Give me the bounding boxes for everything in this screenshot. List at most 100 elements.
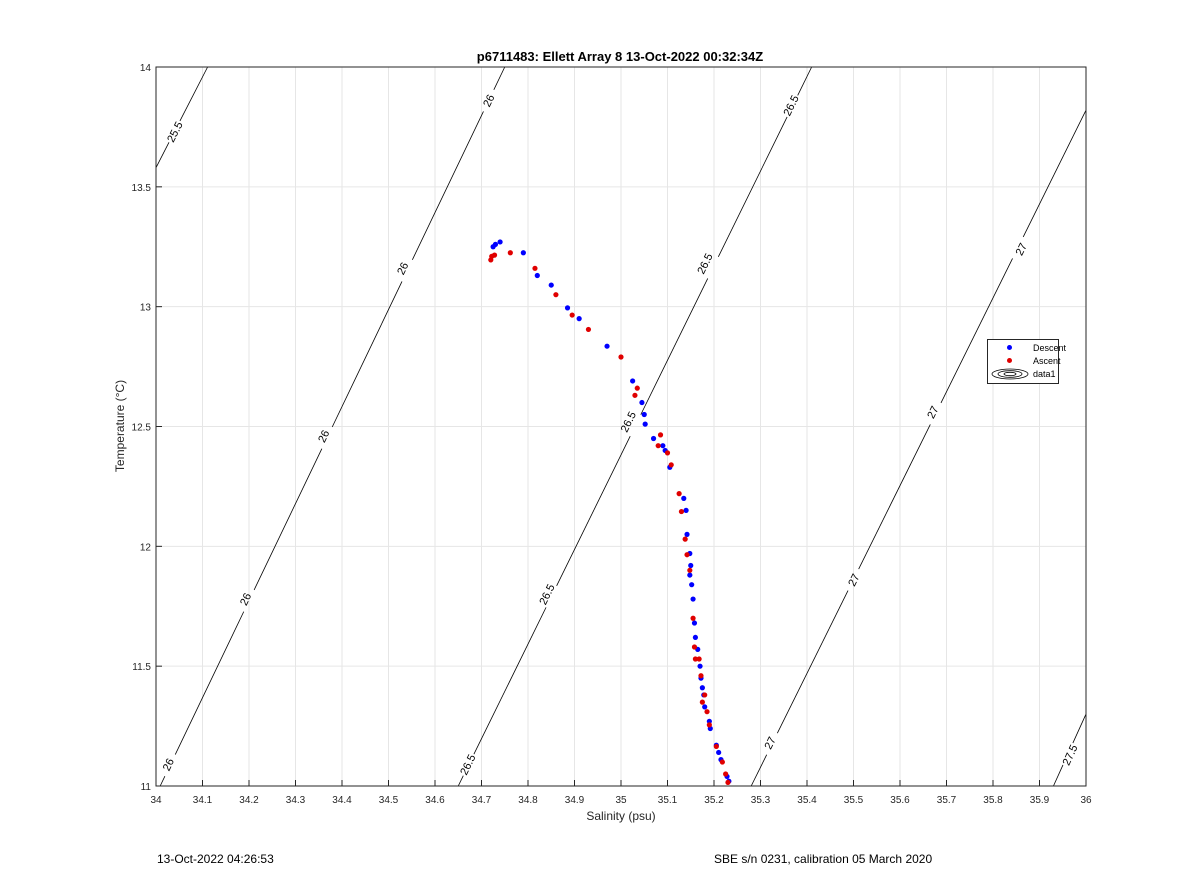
contour-label: 26.5 — [695, 252, 715, 277]
contour-line-26.5 — [717, 116, 788, 258]
ascent-point — [690, 615, 696, 621]
descent-point — [684, 531, 690, 537]
contour-line-26 — [412, 111, 484, 260]
contour-line-26.5 — [473, 607, 547, 755]
x-tick-label: 34.6 — [425, 795, 445, 806]
contour-label: 26.5 — [458, 753, 478, 778]
footer-calibration: SBE s/n 0231, calibration 05 March 2020 — [714, 852, 933, 866]
ascent-point — [704, 709, 710, 715]
ascent-point — [553, 292, 559, 298]
x-axis-label: Salinity (psu) — [586, 809, 655, 823]
y-tick-label: 11 — [141, 782, 152, 793]
y-axis-ticks: 11 11.5 12 12.5 13 13.5 14 — [132, 63, 162, 793]
ascent-point — [632, 392, 638, 398]
contour-label: 26.5 — [782, 94, 802, 119]
y-tick-label: 12 — [140, 542, 152, 553]
descent-point — [689, 582, 695, 588]
contour-line-26 — [331, 281, 403, 428]
y-tick-label: 14 — [140, 63, 152, 74]
legend-descent-marker — [1007, 345, 1012, 350]
ascent-point — [725, 779, 731, 786]
contour-label: 27 — [925, 404, 941, 420]
ascent-point — [702, 692, 708, 698]
descent-point — [534, 272, 540, 279]
ascent-point — [634, 385, 640, 391]
contour-label: 27.5 — [1061, 743, 1081, 767]
contour-line-26 — [174, 611, 245, 755]
contour-legend-icon — [991, 368, 1029, 380]
contour-label: 26.5 — [619, 410, 639, 435]
descent-point — [639, 399, 645, 406]
descent-point — [690, 596, 696, 602]
descent-point — [650, 435, 657, 442]
x-tick-label: 35.4 — [797, 795, 817, 806]
ascent-point — [699, 699, 705, 705]
ascent-point — [696, 656, 702, 662]
ascent-point — [676, 491, 682, 497]
ascent-point — [618, 354, 624, 360]
ascent-point — [687, 567, 693, 573]
x-tick-label: 35.1 — [658, 795, 678, 806]
contour-line-26.5 — [797, 66, 813, 96]
x-tick-label: 35.5 — [844, 795, 864, 806]
x-tick-label: 34.5 — [379, 795, 399, 806]
descent-point — [687, 572, 693, 578]
descent-point — [548, 282, 554, 288]
ascent-point — [692, 656, 699, 662]
descent-point — [576, 316, 582, 322]
contour-label: 27 — [846, 572, 862, 588]
contour-line-27 — [750, 754, 768, 787]
descent-point — [660, 443, 666, 449]
y-tick-label: 13 — [140, 303, 152, 314]
ascent-point — [668, 462, 674, 468]
ascent-point — [507, 250, 513, 256]
contour-label: 26.5 — [537, 582, 557, 607]
y-tick-label: 11.5 — [132, 662, 151, 673]
contour-line-26 — [493, 66, 506, 90]
descent-point — [497, 239, 503, 245]
descent-point — [699, 685, 705, 691]
x-tick-label: 35.7 — [937, 795, 957, 806]
ascent-point — [713, 743, 719, 750]
x-tick-label: 34.3 — [286, 795, 306, 806]
x-axis-ticks: 34 34.1 34.2 34.3 34.4 34.5 34.6 34.7 34.8 34.9 35… — [150, 780, 1092, 806]
contour-line-26.5 — [457, 775, 464, 787]
contour-label: 26 — [161, 757, 177, 773]
descent-point — [490, 244, 496, 250]
y-tick-label: 12.5 — [132, 423, 152, 434]
legend-ascent-marker — [1007, 358, 1012, 363]
y-tick-label: 13.5 — [132, 183, 152, 194]
ascent-point — [719, 759, 725, 765]
contour-line-25.5 — [155, 142, 170, 168]
contour-line-26.5 — [556, 435, 631, 587]
legend-ascent-label: Ascent — [1033, 356, 1061, 366]
contour-label: 26 — [481, 93, 497, 109]
contour-label: 27 — [1014, 241, 1030, 257]
ascent-point — [691, 644, 698, 650]
legend-item-descent: Descent — [988, 342, 1066, 354]
contour-label: 26 — [395, 261, 411, 277]
contour-line-27.5 — [1072, 713, 1087, 744]
x-tick-label: 34.7 — [472, 795, 492, 806]
x-tick-label: 34.2 — [239, 795, 259, 806]
data-points — [488, 239, 732, 786]
ascent-point — [491, 252, 498, 258]
descent-point — [604, 343, 610, 349]
contour-line-27 — [940, 258, 1013, 404]
descent-point — [697, 663, 703, 669]
x-tick-label: 34.8 — [518, 795, 538, 806]
contour-label: 26 — [238, 591, 254, 607]
descent-point — [706, 718, 712, 724]
contour-line-25.5 — [179, 66, 208, 122]
x-tick-label: 34.9 — [565, 795, 585, 806]
ascent-point — [682, 536, 688, 542]
ascent-point — [532, 265, 538, 271]
ascent-point — [655, 443, 661, 449]
contour-line-26 — [253, 448, 323, 591]
contour-line-27.5 — [1053, 764, 1064, 787]
contour-label: 27 — [763, 735, 779, 751]
x-tick-label: 35.8 — [983, 795, 1003, 806]
contour-line-27 — [858, 424, 931, 570]
descent-point — [702, 704, 708, 710]
